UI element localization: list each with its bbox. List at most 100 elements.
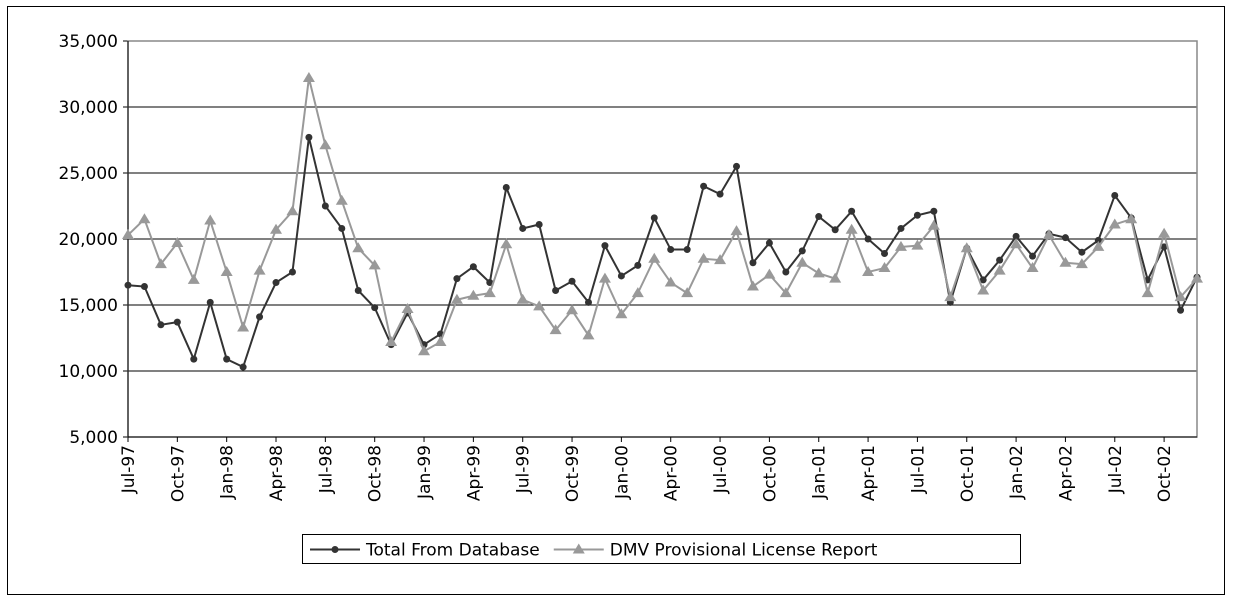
y-tick-label: 30,000 bbox=[59, 98, 118, 118]
point bbox=[911, 239, 924, 250]
point bbox=[897, 224, 905, 232]
point bbox=[124, 281, 132, 289]
point bbox=[338, 224, 346, 232]
point bbox=[631, 287, 644, 298]
x-tick-label: Jul-97 bbox=[119, 445, 139, 494]
point bbox=[502, 184, 510, 192]
point bbox=[1094, 236, 1102, 244]
point bbox=[996, 256, 1004, 264]
x-tick-label: Oct-98 bbox=[366, 445, 386, 502]
point bbox=[434, 335, 447, 346]
point bbox=[993, 264, 1006, 275]
point bbox=[796, 256, 809, 267]
point bbox=[190, 355, 198, 363]
point bbox=[815, 213, 823, 221]
point bbox=[598, 272, 611, 283]
point bbox=[450, 293, 463, 304]
point bbox=[930, 207, 938, 215]
point bbox=[615, 308, 628, 319]
point bbox=[467, 289, 480, 300]
point bbox=[533, 300, 546, 311]
point bbox=[1061, 234, 1069, 242]
point bbox=[549, 324, 562, 335]
point bbox=[187, 273, 200, 284]
point bbox=[552, 286, 560, 294]
point bbox=[253, 264, 266, 275]
point bbox=[749, 259, 757, 267]
point bbox=[157, 321, 165, 329]
point bbox=[681, 287, 694, 298]
point bbox=[237, 321, 250, 332]
x-tick-label: Jan-00 bbox=[612, 445, 632, 500]
series-line bbox=[127, 137, 1198, 369]
point bbox=[1111, 191, 1119, 199]
x-tick-label: Apr-01 bbox=[859, 445, 879, 501]
point bbox=[913, 211, 921, 219]
point bbox=[385, 335, 398, 346]
point bbox=[1078, 248, 1086, 256]
x-tick-label: Jan-01 bbox=[810, 445, 830, 500]
point bbox=[140, 283, 148, 291]
point bbox=[418, 345, 431, 356]
y-tick-label: 25,000 bbox=[59, 164, 118, 184]
y-tick-label: 35,000 bbox=[59, 32, 118, 52]
point bbox=[352, 242, 365, 253]
point bbox=[601, 242, 609, 250]
point bbox=[1160, 243, 1168, 251]
point bbox=[1191, 272, 1203, 283]
point bbox=[401, 302, 414, 313]
point bbox=[979, 276, 987, 284]
point bbox=[272, 279, 280, 287]
point bbox=[697, 252, 710, 263]
legend-label: DMV Provisional License Report bbox=[610, 541, 878, 561]
point bbox=[927, 219, 940, 230]
point bbox=[700, 182, 708, 190]
x-tick-label: Jul-00 bbox=[711, 445, 731, 494]
point bbox=[716, 190, 724, 198]
point bbox=[1075, 258, 1088, 269]
point bbox=[302, 71, 315, 82]
point bbox=[1012, 232, 1020, 240]
y-tick-label: 5,000 bbox=[69, 428, 118, 448]
point bbox=[617, 272, 625, 280]
legend-box bbox=[302, 534, 1021, 564]
x-tick-label: Jul-01 bbox=[908, 445, 928, 494]
y-tick-label: 10,000 bbox=[59, 362, 118, 382]
x-tick-label: Oct-00 bbox=[760, 445, 780, 502]
point bbox=[535, 220, 543, 228]
point bbox=[371, 304, 379, 312]
point bbox=[256, 313, 264, 321]
point bbox=[206, 298, 214, 306]
point bbox=[798, 247, 806, 255]
point bbox=[173, 318, 181, 326]
point bbox=[483, 287, 496, 298]
point bbox=[1010, 238, 1023, 249]
point bbox=[270, 223, 283, 234]
point bbox=[516, 293, 529, 304]
point bbox=[960, 242, 973, 253]
point bbox=[1108, 218, 1121, 229]
point bbox=[453, 275, 461, 283]
x-tick-label: Apr-02 bbox=[1056, 445, 1076, 501]
point bbox=[568, 277, 576, 285]
x-tick-label: Jul-02 bbox=[1106, 445, 1126, 494]
point bbox=[894, 240, 907, 251]
point bbox=[154, 258, 167, 269]
point bbox=[286, 205, 299, 216]
y-tick-label: 20,000 bbox=[59, 230, 118, 250]
x-tick-label: Apr-99 bbox=[464, 445, 484, 501]
x-tick-label: Jan-98 bbox=[218, 445, 238, 500]
point bbox=[1174, 291, 1187, 302]
point bbox=[848, 207, 856, 215]
point bbox=[812, 267, 825, 278]
x-tick-label: Jan-02 bbox=[1007, 445, 1027, 500]
legend-marker bbox=[331, 546, 339, 553]
point bbox=[500, 238, 513, 249]
x-tick-label: Apr-98 bbox=[267, 445, 287, 501]
point bbox=[223, 355, 231, 363]
point bbox=[1092, 240, 1105, 251]
point bbox=[354, 286, 362, 294]
point bbox=[1059, 256, 1072, 267]
point bbox=[239, 363, 247, 371]
